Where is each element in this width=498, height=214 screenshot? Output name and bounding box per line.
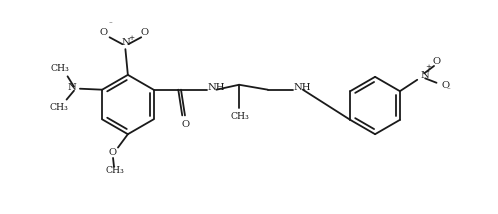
Text: N: N <box>68 83 77 92</box>
Text: NH: NH <box>208 83 225 92</box>
Text: ⁻: ⁻ <box>446 88 450 94</box>
Text: O: O <box>140 28 148 37</box>
Text: O: O <box>181 120 189 129</box>
Text: CH₃: CH₃ <box>51 64 70 73</box>
Text: ⁻: ⁻ <box>109 21 113 27</box>
Text: O: O <box>109 149 117 158</box>
Text: N: N <box>121 38 130 47</box>
Text: CH₃: CH₃ <box>50 103 69 112</box>
Text: CH₃: CH₃ <box>105 166 124 175</box>
Text: O: O <box>441 81 450 90</box>
Text: +: + <box>128 35 134 41</box>
Text: CH₃: CH₃ <box>231 112 249 121</box>
Text: O: O <box>432 57 441 66</box>
Text: O: O <box>100 28 108 37</box>
Text: NH: NH <box>294 83 311 92</box>
Text: +: + <box>425 64 431 70</box>
Text: N: N <box>421 71 429 80</box>
